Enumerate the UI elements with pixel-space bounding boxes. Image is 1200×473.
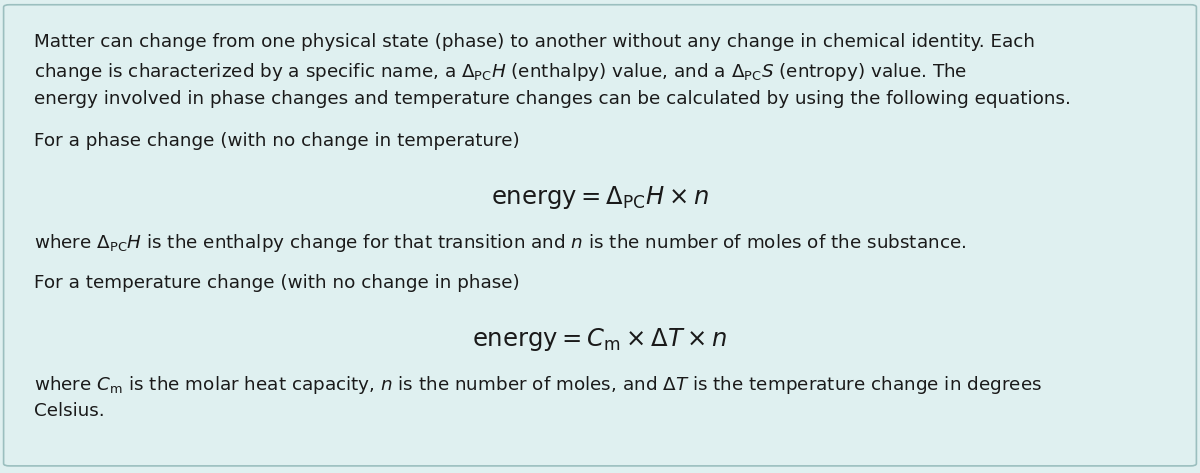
Text: energy involved in phase changes and temperature changes can be calculated by us: energy involved in phase changes and tem… xyxy=(34,90,1070,108)
Text: Matter can change from one physical state (phase) to another without any change : Matter can change from one physical stat… xyxy=(34,33,1034,51)
Text: $\mathrm{energy} = \Delta_\mathrm{PC}H \times n$: $\mathrm{energy} = \Delta_\mathrm{PC}H \… xyxy=(491,184,709,211)
Text: $\mathrm{energy} = C_\mathrm{m} \times \Delta T \times n$: $\mathrm{energy} = C_\mathrm{m} \times \… xyxy=(473,326,727,353)
Text: Celsius.: Celsius. xyxy=(34,402,104,420)
Text: For a phase change (with no change in temperature): For a phase change (with no change in te… xyxy=(34,132,520,150)
Text: change is characterized by a specific name, a $\Delta_\mathrm{PC}H$ (enthalpy) v: change is characterized by a specific na… xyxy=(34,61,967,84)
Text: where $C_\mathrm{m}$ is the molar heat capacity, $n$ is the number of moles, and: where $C_\mathrm{m}$ is the molar heat c… xyxy=(34,374,1042,396)
Text: For a temperature change (with no change in phase): For a temperature change (with no change… xyxy=(34,274,520,292)
FancyBboxPatch shape xyxy=(4,5,1196,466)
Text: where $\Delta_\mathrm{PC}H$ is the enthalpy change for that transition and $n$ i: where $\Delta_\mathrm{PC}H$ is the entha… xyxy=(34,232,966,254)
